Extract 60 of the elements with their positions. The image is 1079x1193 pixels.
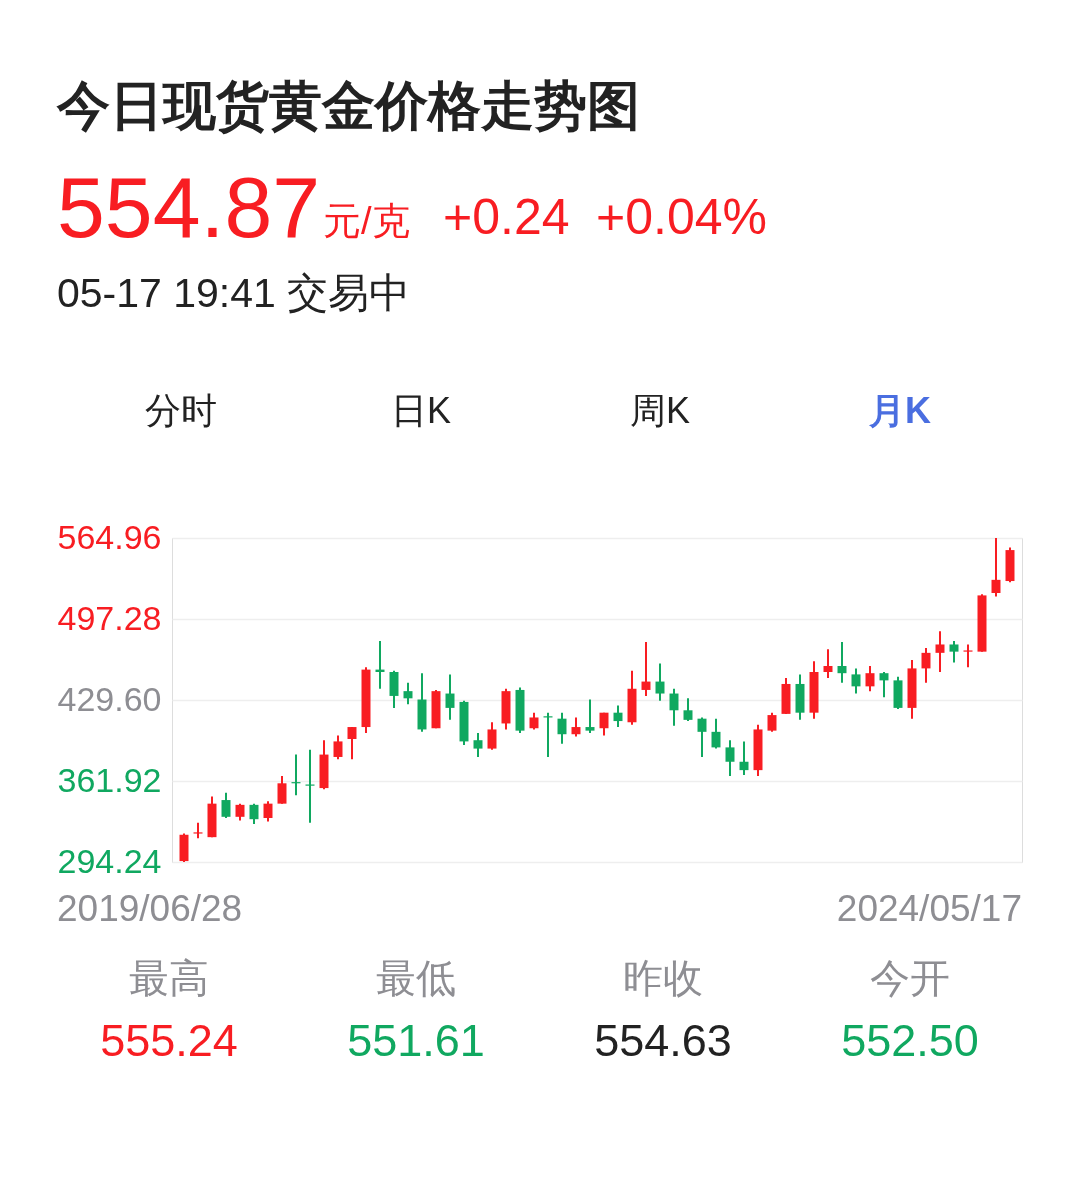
text: 分时 — [145, 390, 217, 431]
candlestick — [991, 537, 1001, 598]
text: 2019/06/28 — [57, 888, 243, 929]
candlestick — [935, 630, 945, 673]
candlestick — [949, 639, 959, 664]
text: 日K — [390, 390, 452, 431]
text: 2024/05/17 — [836, 888, 1022, 929]
y-tick-label: 429.60 — [57, 679, 162, 718]
text: 552.50 — [841, 1015, 979, 1066]
candlestick — [641, 641, 651, 697]
candlestick — [767, 711, 777, 733]
text: 554.63 — [594, 1015, 732, 1066]
text: 555.24 — [100, 1015, 238, 1066]
candlestick — [263, 800, 273, 823]
candlestick — [613, 704, 623, 729]
candlestick — [403, 681, 413, 706]
text: +0.04% — [596, 189, 767, 245]
chart-title: 今日现货黄金价格走势图 — [56, 76, 640, 135]
candlestick — [669, 687, 679, 727]
chart-subtitle: 05-17 19:41 交易中 — [57, 270, 411, 316]
candlestick — [305, 748, 315, 824]
text: 昨收 — [623, 956, 703, 1000]
text: 今开 — [870, 956, 950, 1000]
candlestick — [585, 698, 595, 735]
candlestick — [249, 802, 259, 825]
text: 最低 — [376, 956, 456, 1000]
y-tick-label: 564.96 — [57, 517, 162, 556]
candlestick — [487, 721, 497, 751]
candlestick — [823, 648, 833, 679]
candlestick — [571, 716, 581, 738]
candlestick — [711, 717, 721, 750]
candlestick — [655, 662, 665, 702]
text: 551.61 — [347, 1015, 485, 1066]
text: 周K — [629, 390, 691, 431]
candlestick — [865, 665, 875, 693]
candlestick — [697, 716, 707, 758]
candlestick — [963, 643, 973, 669]
y-tick-label: 497.28 — [57, 598, 162, 637]
text: 554.87 — [57, 159, 321, 255]
candlestick — [921, 647, 931, 684]
candlestick — [347, 726, 357, 761]
text: 元/克 — [323, 200, 410, 242]
candlestick — [221, 791, 231, 820]
candlestick — [473, 732, 483, 758]
candlestick — [851, 667, 861, 695]
candlestick — [389, 669, 399, 709]
y-tick-label: 294.24 — [57, 841, 162, 880]
candlestick — [739, 740, 749, 776]
y-tick-label: 361.92 — [57, 760, 162, 799]
candlestick — [445, 673, 455, 721]
candlestick — [333, 734, 343, 761]
candlestick — [683, 697, 693, 723]
text: 最高 — [129, 956, 209, 1000]
candlestick — [879, 670, 889, 699]
candlestick — [277, 775, 287, 805]
text: +0.24 — [443, 189, 570, 245]
text: 月K — [868, 390, 931, 431]
candlestick — [557, 711, 567, 745]
candlestick — [837, 641, 847, 684]
candlestick — [725, 739, 735, 778]
